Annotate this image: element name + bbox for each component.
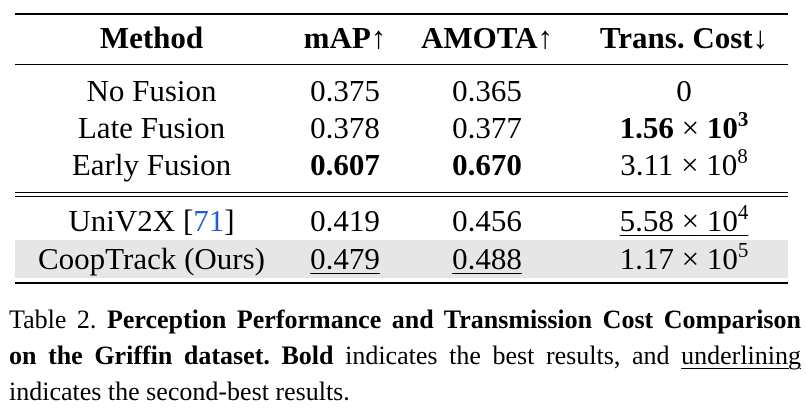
trans-cost-cell: 5.58 × 104	[619, 200, 749, 239]
header-method: Method	[99, 20, 204, 55]
table-row-univ2x: UniV2X [71] 0.419 0.456 5.58 × 104	[15, 202, 788, 240]
header-amota: AMOTA↑	[420, 20, 554, 55]
method-cell: Early Fusion	[71, 147, 232, 182]
highlight-row-background	[15, 240, 788, 278]
method-cell: UniV2X [71]	[68, 203, 235, 238]
caption-underline-word: underlining	[681, 341, 801, 370]
method-cell: No Fusion	[86, 73, 217, 108]
header-trans-cost: Trans. Cost↓	[599, 20, 769, 55]
table-row-cooptrack: CoopTrack (Ours) 0.479 0.488 1.17 × 105	[15, 240, 788, 278]
map-cell: 0.419	[310, 203, 380, 238]
header-map: mAP↑	[303, 20, 387, 55]
trans-cost-cell: 0	[676, 73, 692, 108]
citation-link[interactable]: 71	[193, 203, 225, 238]
table-row-late-fusion: Late Fusion 0.378 0.377 1.56 × 103	[15, 109, 788, 147]
amota-cell: 0.488	[452, 241, 522, 276]
caption-bold-word: Bold	[281, 341, 334, 370]
caption-text: indicates the second-best results.	[9, 377, 350, 406]
table-bottom-rule	[15, 282, 788, 284]
amota-cell: 0.670	[452, 147, 522, 182]
amota-cell: 0.456	[452, 203, 522, 238]
method-cell: Late Fusion	[77, 110, 226, 145]
trans-cost-cell: 3.11 × 108	[620, 144, 748, 183]
caption-title: Perception Performance and Transmission …	[9, 305, 801, 370]
map-cell: 0.479	[310, 241, 380, 276]
caption-label: Table 2.	[9, 305, 97, 334]
table-row-early-fusion: Early Fusion 0.607 0.670 3.11 × 108	[15, 146, 788, 184]
amota-cell: 0.377	[452, 110, 522, 145]
table-row-no-fusion: No Fusion 0.375 0.365 0	[15, 72, 788, 110]
map-cell: 0.378	[310, 110, 380, 145]
table-top-rule	[15, 13, 788, 15]
group-rule-1	[15, 192, 788, 193]
method-cell: CoopTrack (Ours)	[37, 241, 266, 276]
table-caption: Table 2. Perception Performance and Tran…	[9, 302, 801, 410]
caption-text: indicates the best results, and	[345, 341, 670, 370]
trans-cost-cell: 1.56 × 103	[619, 107, 749, 146]
map-cell: 0.375	[310, 73, 380, 108]
header-rule	[15, 64, 788, 65]
table-header-row: Method mAP↑ AMOTA↑ Trans. Cost↓	[15, 19, 788, 57]
amota-cell: 0.365	[452, 73, 522, 108]
trans-cost-cell: 1.17 × 105	[619, 238, 749, 277]
group-rule-2	[15, 196, 788, 197]
map-cell: 0.607	[310, 147, 380, 182]
